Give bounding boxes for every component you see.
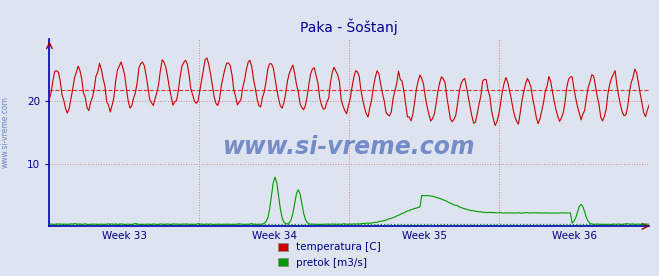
Title: Paka - Šoštanj: Paka - Šoštanj [301,18,398,35]
Text: www.si-vreme.com: www.si-vreme.com [223,136,476,160]
Legend: temperatura [C], pretok [m3/s]: temperatura [C], pretok [m3/s] [275,239,384,271]
Text: www.si-vreme.com: www.si-vreme.com [1,97,10,168]
